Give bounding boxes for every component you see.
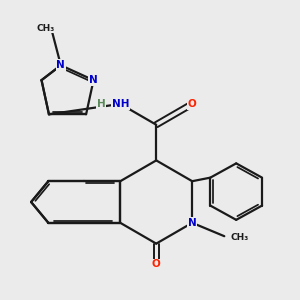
Text: N: N bbox=[89, 75, 98, 85]
Text: CH₃: CH₃ bbox=[37, 24, 55, 33]
Text: O: O bbox=[152, 260, 161, 269]
Text: N: N bbox=[188, 218, 197, 228]
Text: H: H bbox=[97, 99, 105, 109]
Text: O: O bbox=[188, 99, 197, 109]
Text: NH: NH bbox=[112, 99, 129, 109]
Text: CH₃: CH₃ bbox=[230, 233, 248, 242]
Text: N: N bbox=[56, 60, 65, 70]
